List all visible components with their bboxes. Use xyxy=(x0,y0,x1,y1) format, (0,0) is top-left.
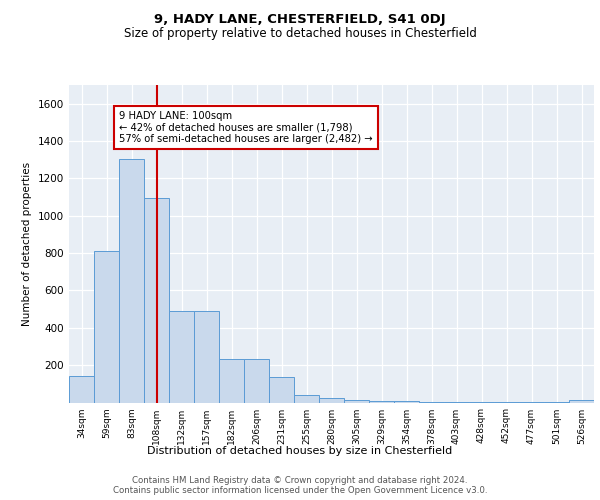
Bar xyxy=(69,376,94,402)
Bar xyxy=(244,358,269,403)
Bar xyxy=(94,251,119,402)
Text: 9, HADY LANE, CHESTERFIELD, S41 0DJ: 9, HADY LANE, CHESTERFIELD, S41 0DJ xyxy=(154,12,446,26)
Text: 9 HADY LANE: 100sqm
← 42% of detached houses are smaller (1,798)
57% of semi-det: 9 HADY LANE: 100sqm ← 42% of detached ho… xyxy=(119,111,373,144)
Bar xyxy=(269,378,294,402)
Text: Contains HM Land Registry data © Crown copyright and database right 2024.
Contai: Contains HM Land Registry data © Crown c… xyxy=(113,476,487,496)
Bar xyxy=(169,311,194,402)
Text: Size of property relative to detached houses in Chesterfield: Size of property relative to detached ho… xyxy=(124,28,476,40)
Bar xyxy=(569,400,594,402)
Bar xyxy=(369,400,394,402)
Bar xyxy=(394,400,419,402)
Bar xyxy=(219,358,244,403)
Bar xyxy=(344,400,369,402)
Y-axis label: Number of detached properties: Number of detached properties xyxy=(22,162,32,326)
Bar xyxy=(294,395,319,402)
Bar xyxy=(119,159,144,402)
Bar xyxy=(194,311,219,402)
Bar xyxy=(319,398,344,402)
Text: Distribution of detached houses by size in Chesterfield: Distribution of detached houses by size … xyxy=(148,446,452,456)
Bar xyxy=(144,198,169,402)
